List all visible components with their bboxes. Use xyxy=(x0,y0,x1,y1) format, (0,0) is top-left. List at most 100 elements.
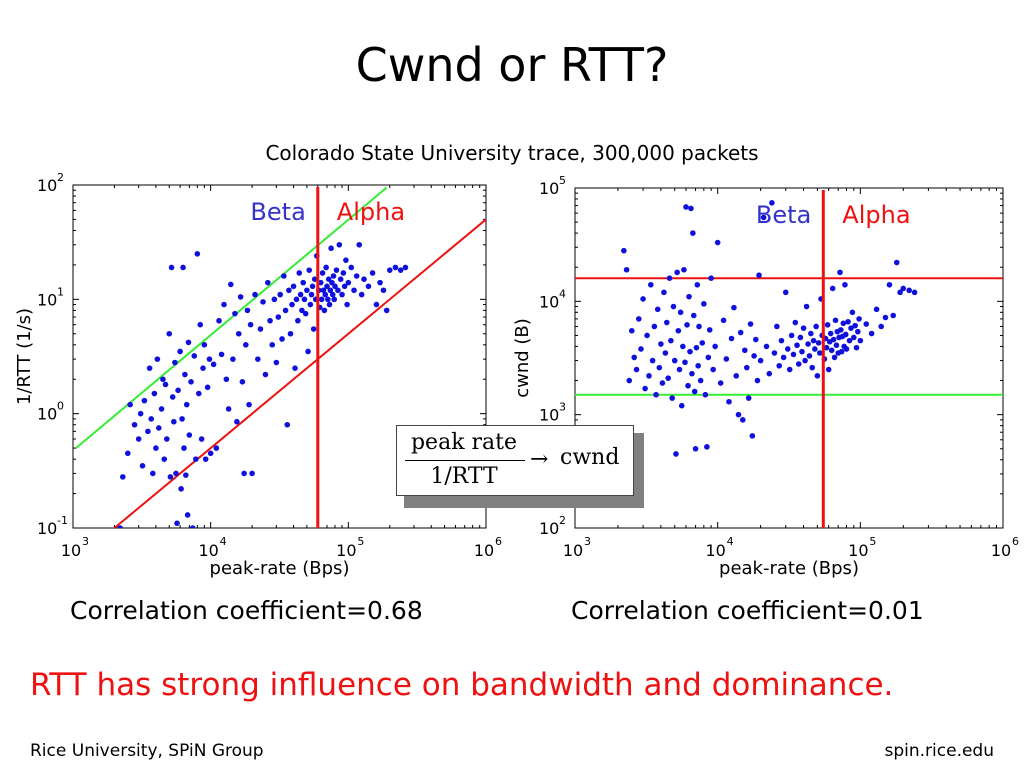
left-data-point xyxy=(171,418,177,425)
left-x-tick-label-base: 10 xyxy=(61,541,81,560)
left-data-point xyxy=(373,301,380,308)
right-data-point xyxy=(780,354,787,361)
left-data-point xyxy=(271,296,278,303)
left-data-point xyxy=(172,359,178,366)
left-data-point xyxy=(175,387,181,394)
right-data-point xyxy=(769,200,775,206)
left-data-point xyxy=(235,330,242,337)
right-data-point xyxy=(706,327,713,333)
right-data-point xyxy=(852,322,858,329)
right-data-point xyxy=(710,366,716,373)
right-data-point xyxy=(649,357,656,364)
right-data-point xyxy=(656,364,663,371)
left-data-point xyxy=(301,296,308,303)
formula-numerator: peak rate xyxy=(410,430,518,455)
left-data-point xyxy=(127,401,133,408)
left-data-point xyxy=(213,445,220,451)
left-data-point xyxy=(392,264,399,271)
right-data-point xyxy=(786,366,793,373)
right-data-point xyxy=(665,375,671,381)
correlation-left: Correlation coefficient=0.68 xyxy=(70,596,423,625)
left-data-point xyxy=(202,456,209,462)
left-data-point xyxy=(168,264,175,271)
right-data-point xyxy=(678,402,685,409)
right-data-point xyxy=(825,366,832,373)
right-data-point xyxy=(857,337,864,344)
left-data-point xyxy=(189,525,196,528)
left-data-point xyxy=(330,273,337,279)
left-data-point xyxy=(329,291,336,298)
right-data-point xyxy=(774,323,780,330)
right-x-tick-label-exp: 5 xyxy=(869,535,876,548)
left-data-point xyxy=(244,307,251,314)
right-data-point xyxy=(681,266,687,273)
chart-subtitle: Colorado State University trace, 300,000… xyxy=(265,141,759,165)
right-y-axis-label: cwnd (B) xyxy=(512,318,533,398)
right-data-point xyxy=(897,289,903,296)
right-data-point xyxy=(842,281,848,288)
right-data-point xyxy=(747,321,754,327)
left-data-point xyxy=(173,470,179,477)
right-data-point xyxy=(745,395,752,401)
right-data-point xyxy=(843,346,850,352)
left-data-point xyxy=(196,390,202,397)
right-data-point xyxy=(720,317,727,324)
left-red-reference-line xyxy=(113,218,486,528)
left-data-point xyxy=(153,445,159,451)
left-data-point xyxy=(284,421,291,428)
left-data-point xyxy=(227,281,234,288)
right-plot-frame xyxy=(574,187,1004,529)
left-data-point xyxy=(341,283,348,290)
right-data-point xyxy=(693,344,700,351)
left-data-point xyxy=(361,276,367,283)
left-x-tick-label-base: 10 xyxy=(474,541,494,560)
left-data-point xyxy=(329,279,335,286)
left-data-point xyxy=(135,436,142,442)
right-data-point xyxy=(794,342,800,349)
left-data-point xyxy=(353,273,360,279)
left-data-point xyxy=(177,348,183,355)
right-data-point xyxy=(815,340,822,346)
right-data-point xyxy=(829,285,836,292)
right-data-point xyxy=(776,362,783,369)
right-data-point xyxy=(800,325,807,331)
right-data-point xyxy=(792,319,799,326)
right-y-tick-label-base: 10 xyxy=(539,179,559,198)
left-y-tick-label-base: 10 xyxy=(37,290,57,309)
left-data-point xyxy=(402,264,409,271)
left-y-tick-label-exp: 0 xyxy=(57,400,64,413)
left-data-point xyxy=(201,342,208,348)
left-y-tick-label-exp: -1 xyxy=(57,514,68,527)
left-data-point xyxy=(304,287,310,294)
left-data-point xyxy=(344,301,350,308)
right-data-point xyxy=(644,332,650,339)
right-data-point xyxy=(863,321,870,327)
right-data-point xyxy=(702,391,709,398)
left-data-point xyxy=(339,291,345,298)
right-x-axis-label: peak-rate (Bps) xyxy=(719,558,859,579)
right-data-point xyxy=(893,259,900,266)
left-data-point xyxy=(317,279,324,286)
formula-fraction-bar xyxy=(405,460,525,461)
left-data-point xyxy=(241,470,247,477)
left-data-point xyxy=(169,394,176,400)
right-data-point xyxy=(674,269,680,276)
left-data-point xyxy=(218,351,225,358)
left-data-point xyxy=(351,287,357,294)
right-data-point xyxy=(628,327,635,334)
left-data-point xyxy=(180,264,186,271)
left-data-point xyxy=(191,353,198,359)
left-data-point xyxy=(290,283,297,290)
left-data-point xyxy=(252,291,258,298)
right-data-point xyxy=(735,411,742,418)
left-data-point xyxy=(221,301,227,308)
right-data-point xyxy=(906,287,912,294)
right-data-point xyxy=(686,293,692,300)
right-data-point xyxy=(723,356,730,362)
left-data-point xyxy=(210,361,217,368)
left-x-tick-label-exp: 4 xyxy=(220,535,227,548)
left-data-point xyxy=(174,520,180,527)
left-data-point xyxy=(335,287,341,294)
left-beta-label: Beta xyxy=(250,198,305,226)
left-data-point xyxy=(348,264,355,271)
